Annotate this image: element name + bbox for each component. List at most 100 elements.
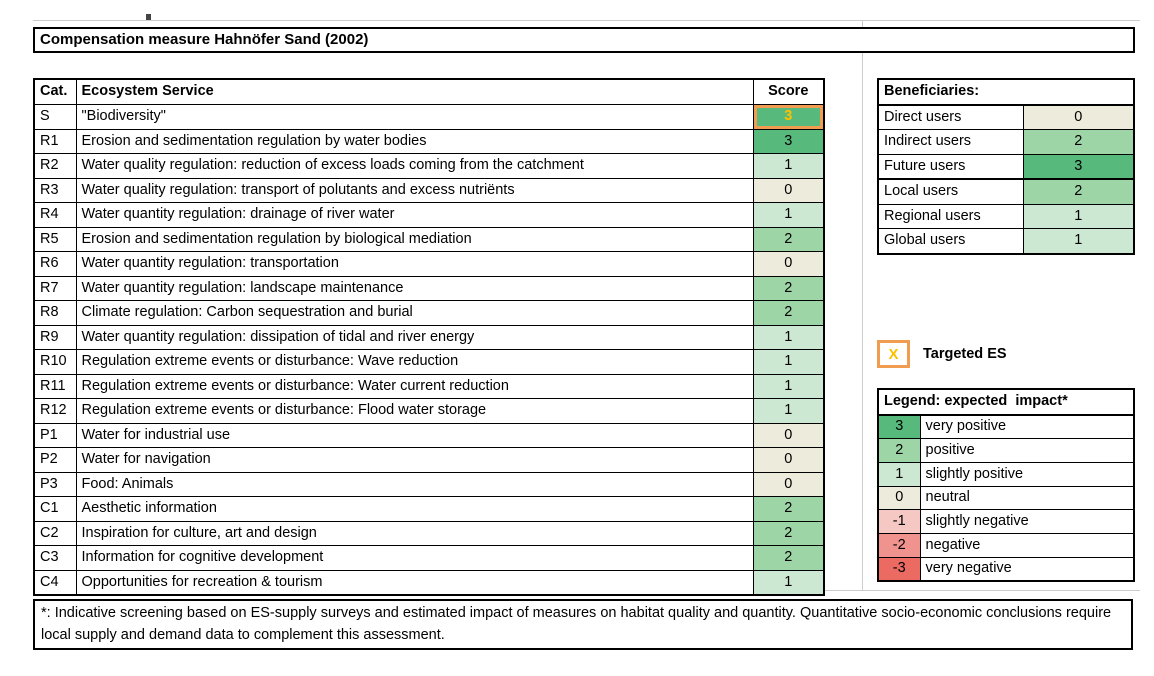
es-row-service: Opportunities for recreation & tourism — [75, 569, 754, 596]
es-table-row: R11 Regulation extreme events or disturba… — [33, 373, 825, 399]
targeted-x-icon: X — [877, 340, 910, 368]
legend-value: -3 — [877, 556, 921, 582]
es-table-row: C2 Inspiration for culture, art and desig… — [33, 520, 825, 546]
es-table-row: S "Biodiversity" 3 — [33, 103, 825, 130]
es-row-service: Water quantity regulation: dissipation o… — [75, 324, 754, 350]
es-row-score: 2 — [752, 226, 825, 252]
beneficiaries-row: Global users 1 — [877, 228, 1135, 254]
footnote: *: Indicative screening based on ES-supp… — [33, 599, 1133, 650]
legend-row: 0 neutral — [877, 485, 1135, 511]
es-row-score: 0 — [752, 251, 825, 277]
es-table-row: P3 Food: Animals 0 — [33, 471, 825, 497]
es-row-category: C2 — [33, 520, 77, 546]
es-row-score: 0 — [752, 177, 825, 203]
beneficiary-label: Indirect users — [877, 129, 1024, 155]
es-row-service: Water for navigation — [75, 447, 754, 473]
es-row-score: 1 — [752, 349, 825, 375]
legend-value: 1 — [877, 461, 921, 487]
es-table-row: P1 Water for industrial use 0 — [33, 422, 825, 448]
es-row-service: Erosion and sedimentation regulation by … — [75, 226, 754, 252]
es-table-row: R7 Water quantity regulation: landscape m… — [33, 275, 825, 301]
legend-row: 1 slightly positive — [877, 461, 1135, 487]
es-table-row: C1 Aesthetic information 2 — [33, 496, 825, 522]
legend-label: negative — [919, 532, 1135, 558]
legend-label: slightly negative — [919, 509, 1135, 534]
legend-value: -1 — [877, 509, 921, 534]
es-row-score: 2 — [752, 300, 825, 326]
legend-label: neutral — [919, 485, 1135, 511]
es-row-category: R4 — [33, 202, 77, 228]
es-row-category: P1 — [33, 422, 77, 448]
beneficiaries-title: Beneficiaries: — [877, 78, 1135, 106]
es-row-service: Water quality regulation: transport of p… — [75, 177, 754, 203]
es-table-row: R5 Erosion and sedimentation regulation b… — [33, 226, 825, 252]
es-row-score: 0 — [752, 422, 825, 448]
beneficiaries-row: Future users 3 — [877, 153, 1135, 180]
es-row-category: P2 — [33, 447, 77, 473]
legend-row: 3 very positive — [877, 413, 1135, 440]
es-row-score: 1 — [752, 202, 825, 228]
beneficiary-score: 1 — [1022, 203, 1135, 229]
es-header-cat: Cat. — [33, 78, 77, 105]
es-row-score: 1 — [752, 398, 825, 424]
es-row-category: R2 — [33, 153, 77, 179]
beneficiaries-row: Direct users 0 — [877, 104, 1135, 130]
es-row-service: Water for industrial use — [75, 422, 754, 448]
es-row-score: 2 — [752, 545, 825, 571]
beneficiaries-row: Local users 2 — [877, 178, 1135, 205]
es-header-service: Ecosystem Service — [75, 78, 754, 105]
beneficiaries-table: Beneficiaries: Direct users 0 Indirect use… — [877, 78, 1136, 255]
legend-value: 2 — [877, 438, 921, 463]
es-header-row: Cat. Ecosystem Service Score — [33, 78, 825, 105]
beneficiary-label: Regional users — [877, 203, 1024, 229]
es-row-service: Food: Animals — [75, 471, 754, 497]
es-row-category: C4 — [33, 569, 77, 596]
es-row-service: Regulation extreme events or disturbance… — [75, 349, 754, 375]
es-row-service: Regulation extreme events or disturbance… — [75, 398, 754, 424]
es-row-category: R10 — [33, 349, 77, 375]
es-table-row: R3 Water quality regulation: transport of… — [33, 177, 825, 203]
es-row-service: Erosion and sedimentation regulation by … — [75, 128, 754, 154]
es-row-category: C3 — [33, 545, 77, 571]
es-table-rows: S "Biodiversity" 3 R1 Erosion and sedimentat… — [33, 103, 825, 596]
legend-label: very negative — [919, 556, 1135, 582]
gridline-bottom-right — [823, 590, 1140, 591]
gridline-vertical — [862, 20, 863, 590]
es-table-row: R9 Water quantity regulation: dissipation… — [33, 324, 825, 350]
beneficiary-score: 1 — [1022, 228, 1135, 254]
es-row-score: 1 — [752, 324, 825, 350]
beneficiary-label: Future users — [877, 153, 1024, 180]
beneficiaries-rows: Direct users 0 Indirect users 2 Future users… — [877, 104, 1135, 254]
es-row-category: R6 — [33, 251, 77, 277]
legend-row: -2 negative — [877, 532, 1135, 558]
es-row-service: Water quantity regulation: transportatio… — [75, 251, 754, 277]
beneficiaries-row: Regional users 1 — [877, 203, 1135, 229]
targeted-score-highlight: 3 — [754, 105, 823, 128]
ecosystem-service-table: Cat. Ecosystem Service Score S "Biodivers… — [33, 78, 825, 596]
es-row-score: 2 — [752, 520, 825, 546]
es-table-row: R8 Climate regulation: Carbon sequestrati… — [33, 300, 825, 326]
gridline-top — [33, 20, 1140, 21]
es-table-row: C3 Information for cognitive development 2 — [33, 545, 825, 571]
targeted-es-label: Targeted ES — [923, 346, 1007, 362]
es-table-row: R2 Water quality regulation: reduction of… — [33, 153, 825, 179]
legend-row: 2 positive — [877, 438, 1135, 463]
es-row-score: 3 — [752, 128, 825, 154]
beneficiaries-row: Indirect users 2 — [877, 129, 1135, 155]
es-row-score: 0 — [752, 471, 825, 497]
es-row-service: Water quantity regulation: drainage of r… — [75, 202, 754, 228]
es-table-row: R1 Erosion and sedimentation regulation b… — [33, 128, 825, 154]
es-row-score: 0 — [752, 447, 825, 473]
es-row-category: C1 — [33, 496, 77, 522]
es-row-category: P3 — [33, 471, 77, 497]
es-table-row: R6 Water quantity regulation: transportat… — [33, 251, 825, 277]
es-row-service: Climate regulation: Carbon sequestration… — [75, 300, 754, 326]
es-row-category: R5 — [33, 226, 77, 252]
es-row-service: Inspiration for culture, art and design — [75, 520, 754, 546]
es-table-row: R4 Water quantity regulation: drainage of… — [33, 202, 825, 228]
beneficiary-label: Direct users — [877, 104, 1024, 130]
legend-value: 3 — [877, 413, 921, 440]
legend-row: -1 slightly negative — [877, 509, 1135, 534]
es-row-category: R8 — [33, 300, 77, 326]
es-row-service: Water quantity regulation: landscape mai… — [75, 275, 754, 301]
